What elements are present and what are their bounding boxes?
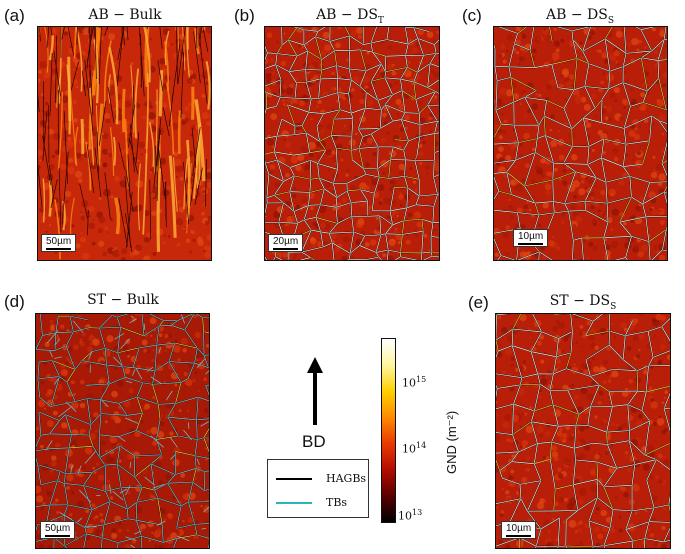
- gnd-map-d: [35, 313, 210, 549]
- scale-bar-b: 20µm: [268, 234, 304, 252]
- panel-letter-b: (b): [234, 6, 255, 25]
- panel-title-e: ST − DSS: [498, 293, 668, 312]
- build-direction-label: BD: [302, 432, 326, 451]
- legend-swatch-tbs: [276, 501, 312, 504]
- panel-letter-a: (a): [4, 6, 25, 25]
- panel-title-c: AB − DSS: [495, 7, 665, 26]
- colorbar-tick-1e14: 1014: [402, 441, 427, 456]
- gnd-map-c: [493, 26, 668, 261]
- panel-letter-e: (e): [468, 293, 489, 312]
- scale-bar-c: 10µm: [513, 229, 549, 247]
- scale-bar-c-label: 10µm: [518, 231, 544, 242]
- scale-bar-d: 50µm: [40, 521, 76, 539]
- panel-title-c-sub: S: [607, 15, 615, 26]
- gnd-map-e: [495, 313, 671, 549]
- legend-item-hagbs: HAGBs: [276, 472, 366, 485]
- scale-bar-e-label: 10µm: [506, 523, 532, 534]
- colorbar-tick-1e15: 1015: [402, 375, 427, 390]
- panel-title-c-main: AB − DS: [545, 7, 608, 23]
- panel-title-a: AB − Bulk: [40, 7, 210, 26]
- gnd-colorbar: [381, 338, 396, 523]
- build-direction-arrow-icon: [305, 357, 325, 425]
- panel-title-b: AB − DST: [265, 7, 435, 26]
- legend-item-tbs: TBs: [276, 496, 347, 509]
- boundary-legend: HAGBs TBs: [267, 459, 369, 518]
- colorbar-label: GND (m⁻²): [444, 410, 459, 474]
- panel-letter-c: (c): [462, 6, 482, 25]
- panel-title-b-main: AB − DS: [316, 7, 378, 23]
- panel-title-e-sub: S: [610, 301, 617, 312]
- scale-bar-b-label: 20µm: [273, 236, 299, 247]
- panel-title-a-main: AB − Bulk: [88, 7, 162, 23]
- legend-label-hagbs: HAGBs: [326, 472, 367, 485]
- gnd-map-a: [37, 26, 212, 261]
- scale-bar-a: 50µm: [41, 234, 77, 252]
- gnd-map-b: [264, 26, 440, 261]
- scale-bar-a-label: 50µm: [46, 236, 72, 247]
- panel-title-b-sub: T: [377, 15, 384, 26]
- panel-title-d-main: ST − Bulk: [87, 292, 159, 308]
- colorbar-tick-1e13: 1013: [398, 508, 423, 523]
- panel-title-e-main: ST − DS: [549, 293, 611, 309]
- scale-bar-e: 10µm: [501, 521, 537, 539]
- panel-letter-d: (d): [4, 292, 25, 311]
- scale-bar-d-label: 50µm: [45, 523, 71, 534]
- panel-title-d: ST − Bulk: [38, 292, 208, 311]
- legend-label-tbs: TBs: [326, 496, 348, 509]
- legend-swatch-hagbs: [276, 477, 312, 480]
